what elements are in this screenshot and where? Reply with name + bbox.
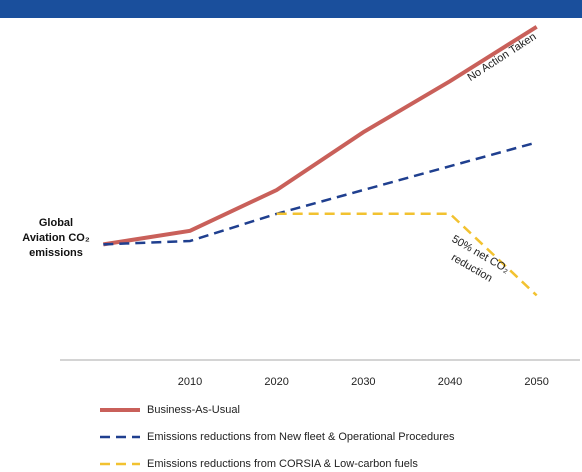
x-tick-label: 2020 (264, 376, 288, 388)
series-line (276, 212, 538, 297)
annotation: No Action Taken (465, 31, 538, 84)
x-tick-label: 2010 (178, 376, 202, 388)
legend-label: Business-As-Usual (147, 404, 240, 416)
x-tick-label: 2030 (351, 376, 375, 388)
legend-label: Emissions reductions from New fleet & Op… (147, 431, 455, 443)
series-line (103, 25, 538, 247)
series-line (103, 141, 537, 246)
header-bar (0, 0, 582, 18)
x-tick-label: 2050 (524, 376, 548, 388)
x-tick-label: 2040 (438, 376, 462, 388)
y-axis-label: Global Aviation CO₂ emissions (22, 217, 90, 259)
legend-label: Emissions reductions from CORSIA & Low-c… (147, 458, 418, 470)
